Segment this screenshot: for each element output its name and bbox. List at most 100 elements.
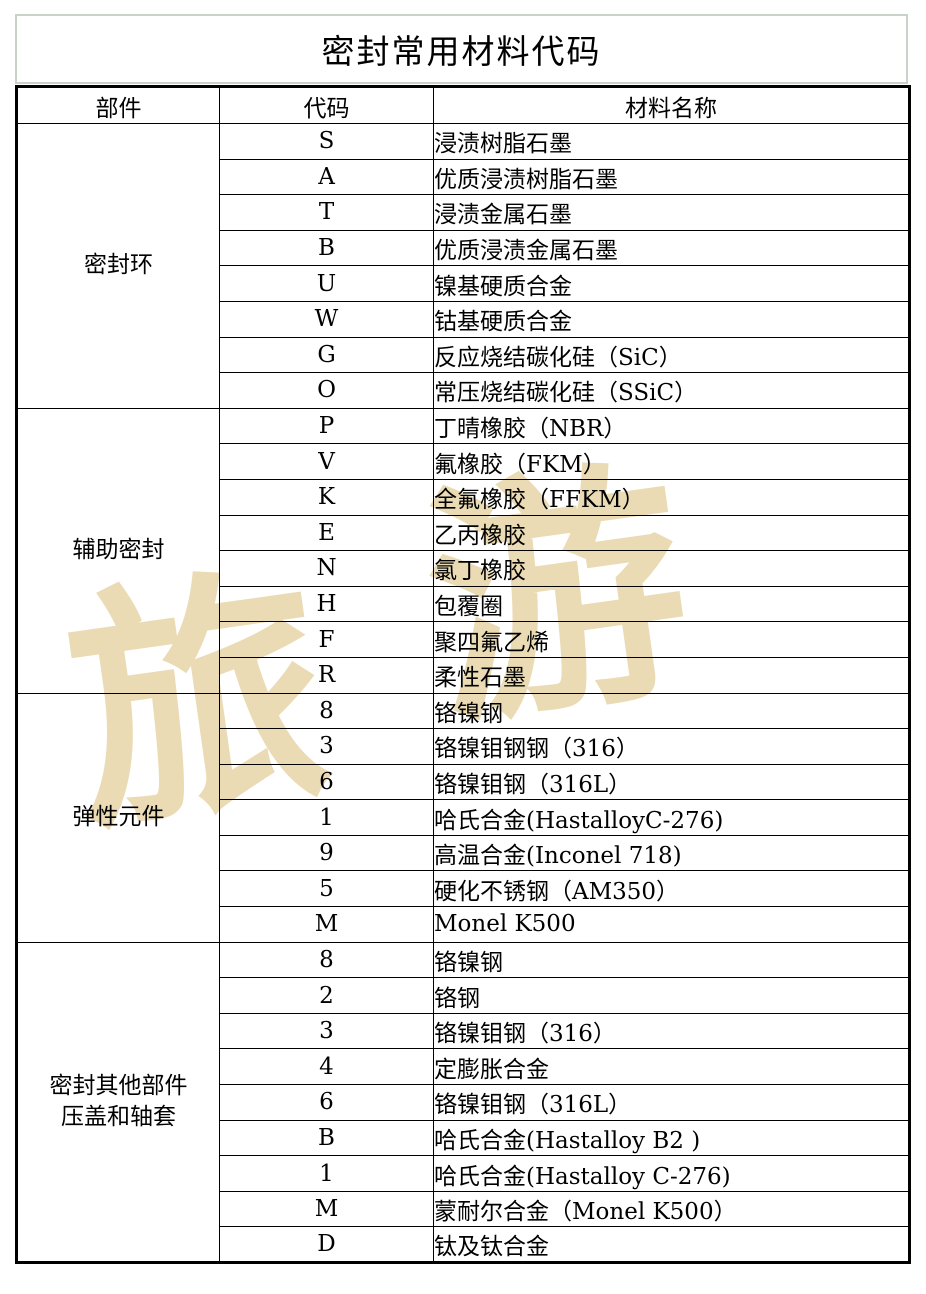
material-code-cell: 6 bbox=[219, 763, 434, 801]
material-code-cell: B bbox=[219, 1119, 434, 1157]
material-code-cell: 3 bbox=[219, 1012, 434, 1050]
material-name-cell: 浸渍金属石墨 bbox=[433, 194, 910, 231]
material-code-cell: F bbox=[219, 621, 434, 658]
material-code-cell: 2 bbox=[219, 977, 434, 1014]
material-name-cell: 全氟橡胶（FFKM） bbox=[433, 478, 910, 516]
material-name-cell: 丁晴橡胶（NBR） bbox=[433, 407, 910, 445]
material-code-cell: M bbox=[219, 906, 434, 943]
material-code-cell: S bbox=[219, 123, 434, 160]
table-row: D 钛及钛合金 bbox=[17, 1226, 910, 1264]
material-code-cell: 1 bbox=[219, 1155, 434, 1192]
material-name-cell: 哈氏合金(Hastalloy B2 ) bbox=[433, 1119, 910, 1157]
material-name-cell: 常压烧结碳化硅（SSiC） bbox=[433, 372, 910, 409]
table-row: V 氟橡胶（FKM） bbox=[17, 443, 910, 480]
material-code-cell: G bbox=[219, 336, 434, 374]
table-row: F 聚四氟乙烯 bbox=[17, 621, 910, 658]
table-row: 6 铬镍钼钢（316L） bbox=[17, 763, 910, 801]
material-code-cell: 9 bbox=[219, 834, 434, 872]
material-code-cell: B bbox=[219, 229, 434, 267]
material-name-cell: 硬化不锈钢（AM350） bbox=[433, 870, 910, 908]
table-row: M Monel K500 bbox=[17, 906, 910, 943]
material-name-cell: 钛及钛合金 bbox=[433, 1226, 910, 1264]
table-row: 1 哈氏合金(Hastalloy C-276) bbox=[17, 1155, 910, 1192]
table-body: 密封环 S 浸渍树脂石墨 A 优质浸渍树脂石墨 T 浸渍金属石墨 B 优质浸渍金属石墨 U 镍基硬质… bbox=[16, 123, 910, 1264]
material-name-cell: 高温合金(Inconel 718) bbox=[433, 834, 910, 872]
material-name-cell: 铬钢 bbox=[433, 977, 910, 1014]
material-name-cell: 优质浸渍金属石墨 bbox=[433, 229, 910, 267]
material-name-cell: 铬镍钼钢钢（316） bbox=[433, 728, 910, 765]
table-row: E 乙丙橡胶 bbox=[17, 514, 910, 552]
table-row: 9 高温合金(Inconel 718) bbox=[17, 834, 910, 872]
material-name-cell: 铬镍钢 bbox=[433, 692, 910, 730]
part-group-label: 弹性元件 bbox=[16, 692, 220, 943]
table-row: 1 哈氏合金(HastalloyC-276) bbox=[17, 799, 910, 836]
table-row: B 哈氏合金(Hastalloy B2 ) bbox=[17, 1119, 910, 1157]
material-code-cell: P bbox=[219, 407, 434, 445]
material-name-cell: 蒙耐尔合金（Monel K500） bbox=[433, 1190, 910, 1228]
material-name-cell: 聚四氟乙烯 bbox=[433, 621, 910, 658]
material-name-cell: 氟橡胶（FKM） bbox=[433, 443, 910, 480]
table-row: O 常压烧结碳化硅（SSiC） bbox=[17, 372, 910, 409]
material-code-cell: D bbox=[219, 1226, 434, 1264]
column-header-code: 代码 bbox=[219, 86, 434, 124]
material-name-cell: 镍基硬质合金 bbox=[433, 265, 910, 302]
material-name-cell: Monel K500 bbox=[433, 906, 910, 943]
material-name-cell: 包覆圈 bbox=[433, 585, 910, 623]
table-row: N 氯丁橡胶 bbox=[17, 550, 910, 587]
material-name-cell: 铬镍钼钢（316L） bbox=[433, 1084, 910, 1121]
material-name-cell: 柔性石墨 bbox=[433, 656, 910, 694]
material-code-cell: T bbox=[219, 194, 434, 231]
material-name-cell: 铬镍钼钢（316） bbox=[433, 1012, 910, 1050]
material-code-cell: N bbox=[219, 550, 434, 587]
material-code-cell: K bbox=[219, 478, 434, 516]
material-name-cell: 铬镍钼钢（316L） bbox=[433, 763, 910, 801]
material-code-cell: E bbox=[219, 514, 434, 552]
column-header-name: 材料名称 bbox=[433, 86, 910, 124]
material-name-cell: 哈氏合金(HastalloyC-276) bbox=[433, 799, 910, 836]
table-header: 部件 代码 材料名称 bbox=[16, 86, 910, 124]
material-code-cell: A bbox=[219, 158, 434, 196]
material-code-cell: H bbox=[219, 585, 434, 623]
material-code-cell: M bbox=[219, 1190, 434, 1228]
material-code-table: 部件 代码 材料名称 密封环 S 浸渍树脂石墨 A 优质浸渍树脂石墨 T 浸渍金属石墨 B 优质… bbox=[15, 85, 911, 1265]
column-header-part: 部件 bbox=[16, 86, 220, 124]
material-name-cell: 浸渍树脂石墨 bbox=[433, 123, 910, 160]
table-row: 密封环 S 浸渍树脂石墨 bbox=[16, 123, 910, 409]
table-row: 6 铬镍钼钢（316L） bbox=[17, 1084, 910, 1121]
table-row: K 全氟橡胶（FFKM） bbox=[17, 478, 910, 516]
table-row: 弹性元件 8 铬镍钢 bbox=[16, 692, 910, 943]
material-code-cell: V bbox=[219, 443, 434, 480]
table-row: B 优质浸渍金属石墨 bbox=[17, 229, 910, 267]
page-title: 密封常用材料代码 bbox=[321, 32, 602, 71]
title-box: 密封常用材料代码 bbox=[15, 14, 908, 84]
material-name-cell: 氯丁橡胶 bbox=[433, 550, 910, 587]
material-code-cell: 4 bbox=[219, 1048, 434, 1086]
material-code-cell: W bbox=[219, 300, 434, 338]
material-code-cell: O bbox=[219, 372, 434, 409]
material-name-cell: 乙丙橡胶 bbox=[433, 514, 910, 552]
material-code-cell: 6 bbox=[219, 1084, 434, 1121]
table-row: 4 定膨胀合金 bbox=[17, 1048, 910, 1086]
table-row: A 优质浸渍树脂石墨 bbox=[17, 158, 910, 196]
part-group-label: 密封其他部件 压盖和轴套 bbox=[16, 941, 220, 1264]
table-row: G 反应烧结碳化硅（SiC） bbox=[17, 336, 910, 374]
table-row: R 柔性石墨 bbox=[17, 656, 910, 694]
material-name-cell: 反应烧结碳化硅（SiC） bbox=[433, 336, 910, 374]
material-name-cell: 定膨胀合金 bbox=[433, 1048, 910, 1086]
part-group-label: 辅助密封 bbox=[16, 407, 220, 694]
material-code-cell: 8 bbox=[219, 941, 434, 979]
material-code-cell: 8 bbox=[219, 692, 434, 730]
material-code-cell: 1 bbox=[219, 799, 434, 836]
material-code-cell: 5 bbox=[219, 870, 434, 908]
material-name-cell: 优质浸渍树脂石墨 bbox=[433, 158, 910, 196]
material-code-cell: R bbox=[219, 656, 434, 694]
part-group-label: 密封环 bbox=[16, 123, 220, 409]
material-name-cell: 钴基硬质合金 bbox=[433, 300, 910, 338]
material-code-cell: 3 bbox=[219, 728, 434, 765]
table-row: M 蒙耐尔合金（Monel K500） bbox=[17, 1190, 910, 1228]
material-name-cell: 铬镍钢 bbox=[433, 941, 910, 979]
table-row: T 浸渍金属石墨 bbox=[17, 194, 910, 231]
material-code-cell: U bbox=[219, 265, 434, 302]
header-row: 部件 代码 材料名称 bbox=[16, 86, 910, 124]
